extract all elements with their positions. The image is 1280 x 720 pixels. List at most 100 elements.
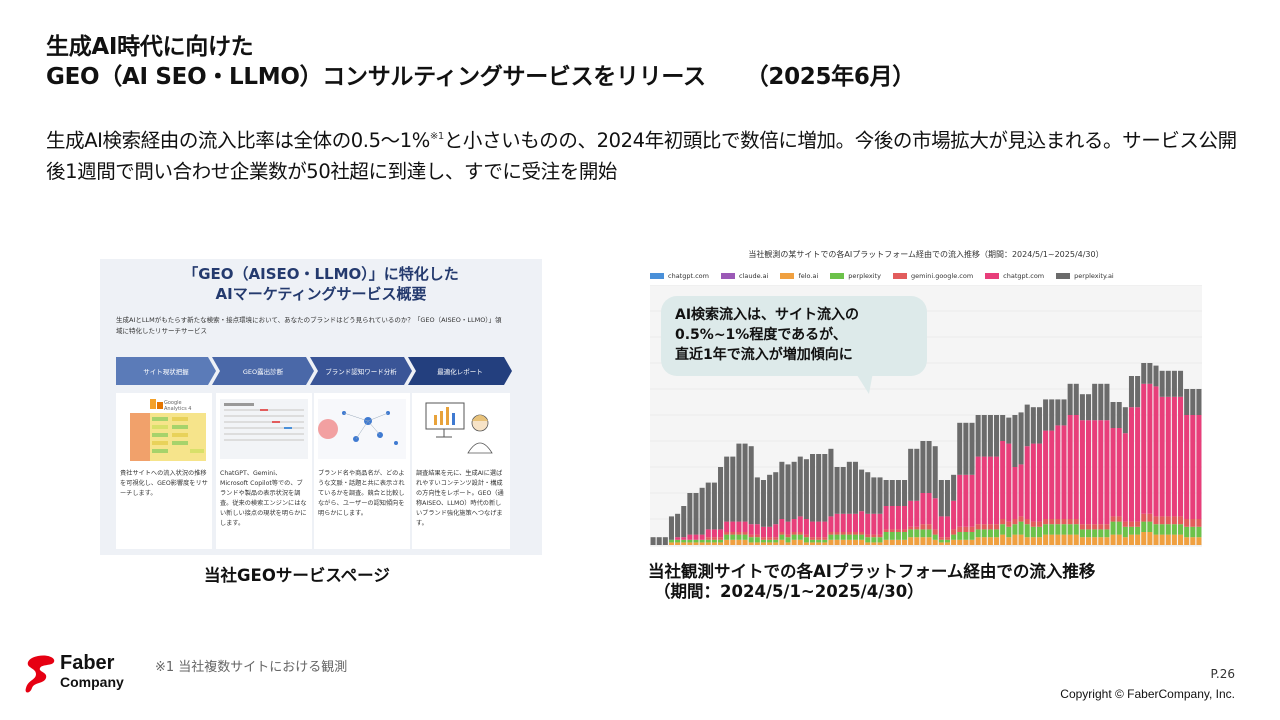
bar-segment — [1024, 446, 1030, 519]
legend-swatch — [892, 273, 907, 279]
bar-segment — [791, 461, 797, 519]
bar-segment — [871, 542, 877, 545]
bar-segment — [1141, 513, 1147, 522]
bar-segment — [1030, 443, 1036, 522]
bar-segment — [810, 521, 816, 538]
faber-logo-mark-icon — [25, 655, 55, 693]
card-text-3: ブランド名や商品名が、どのような文脈・話題と共に表示されているかを調査。競合と比… — [318, 470, 405, 517]
bar-segment — [951, 474, 957, 501]
bar-segment — [1122, 433, 1128, 522]
bar-segment — [748, 534, 754, 538]
bar-segment — [822, 521, 828, 538]
bar-segment — [791, 532, 797, 535]
bar-segment — [1079, 537, 1085, 545]
bar-segment — [926, 529, 932, 538]
bar-segment — [963, 422, 969, 475]
bar-segment — [828, 448, 834, 517]
bar-segment — [1061, 425, 1067, 519]
card-brand-analysis: ブランド名や商品名が、どのような文脈・話題と共に表示されているかを調査。競合と比… — [314, 393, 410, 549]
bar-segment — [908, 529, 914, 538]
bar-segment — [902, 539, 908, 545]
bar-segment — [1086, 524, 1092, 530]
bar-segment — [773, 542, 779, 545]
bar-segment — [650, 537, 656, 545]
bar-segment — [1000, 534, 1006, 545]
footnote-mark: ※1 — [429, 131, 444, 142]
bar-segment — [730, 521, 736, 532]
bar-segment — [693, 493, 699, 535]
bar-segment — [1055, 519, 1061, 525]
bar-segment — [687, 539, 693, 543]
bar-segment — [797, 456, 803, 517]
stacked-bar-chart — [650, 285, 1202, 547]
bar-segment — [1110, 428, 1116, 517]
right-caption-line-2: （期間：2024/5/1~2025/4/30） — [654, 582, 924, 601]
bar-segment — [687, 493, 693, 535]
bar-segment — [889, 532, 895, 540]
network-graph-icon — [318, 399, 406, 459]
bar-segment — [938, 539, 944, 543]
bar-segment — [987, 415, 993, 457]
bar-segment — [865, 534, 871, 538]
bar-segment — [1147, 513, 1153, 522]
card-text-1: 貴社サイトへの流入状況の推移を可視化し、GEO影響度をリサーチします。 — [120, 470, 208, 497]
bar-segment — [895, 480, 901, 506]
bar-segment — [987, 524, 993, 530]
left-caption: 当社GEOサービスページ — [204, 566, 390, 585]
bar-segment — [816, 454, 822, 522]
bar-segment — [1055, 399, 1061, 426]
copyright: Copyright © FaberCompany, Inc. — [1060, 687, 1235, 701]
bar-segment — [1006, 526, 1012, 538]
bar-segment — [1098, 420, 1104, 525]
bar-segment — [1128, 534, 1134, 545]
bar-segment — [1006, 521, 1012, 527]
callout-bubble — [661, 296, 927, 376]
card-text-2: ChatGPT、Gemini、Microsoft Copilot等での、ブランド… — [220, 470, 307, 527]
bar-segment — [810, 454, 816, 522]
bar-segment — [914, 500, 920, 527]
bar-segment — [1141, 532, 1147, 545]
bar-segment — [926, 493, 932, 525]
bar-segment — [718, 529, 724, 538]
bar-segment — [1067, 383, 1073, 415]
bar-segment — [1061, 524, 1067, 535]
bar-segment — [1043, 534, 1049, 545]
bar-segment — [675, 513, 681, 538]
bar-segment — [828, 534, 834, 540]
bar-segment — [871, 513, 877, 535]
bar-segment — [1135, 521, 1141, 527]
step-optimization-report: 最適化レポート — [408, 357, 512, 385]
bar-segment — [1128, 407, 1134, 522]
bar-segment — [1135, 526, 1141, 535]
bar-segment — [859, 534, 865, 540]
bar-segment — [944, 542, 950, 545]
bar-segment — [779, 534, 785, 540]
bar-segment — [957, 474, 963, 527]
bar-segment — [1018, 464, 1024, 517]
bar-segment — [1104, 529, 1110, 538]
bar-segment — [994, 524, 1000, 530]
bar-segment — [859, 469, 865, 512]
bar-segment — [920, 441, 926, 493]
bar-segment — [1098, 537, 1104, 545]
bar-segment — [1043, 519, 1049, 525]
bar-segment — [1135, 376, 1141, 408]
bar-segment — [1073, 415, 1079, 519]
bar-segment — [852, 539, 858, 545]
bar-segment — [914, 526, 920, 530]
bar-segment — [791, 534, 797, 540]
bar-segment — [957, 526, 963, 532]
bar-segment — [1055, 534, 1061, 545]
bar-segment — [1104, 524, 1110, 530]
bar-segment — [994, 537, 1000, 545]
bar-segment — [810, 537, 816, 540]
bar-segment — [803, 534, 809, 538]
bar-segment — [1073, 534, 1079, 545]
bar-segment — [1128, 521, 1134, 527]
bar-segment — [895, 532, 901, 540]
bar-segment — [834, 534, 840, 540]
callout-line-1: AI検索流入は、サイト流入の — [675, 307, 860, 323]
bar-segment — [754, 477, 760, 525]
bar-segment — [773, 472, 779, 525]
bar-segment — [1000, 415, 1006, 441]
